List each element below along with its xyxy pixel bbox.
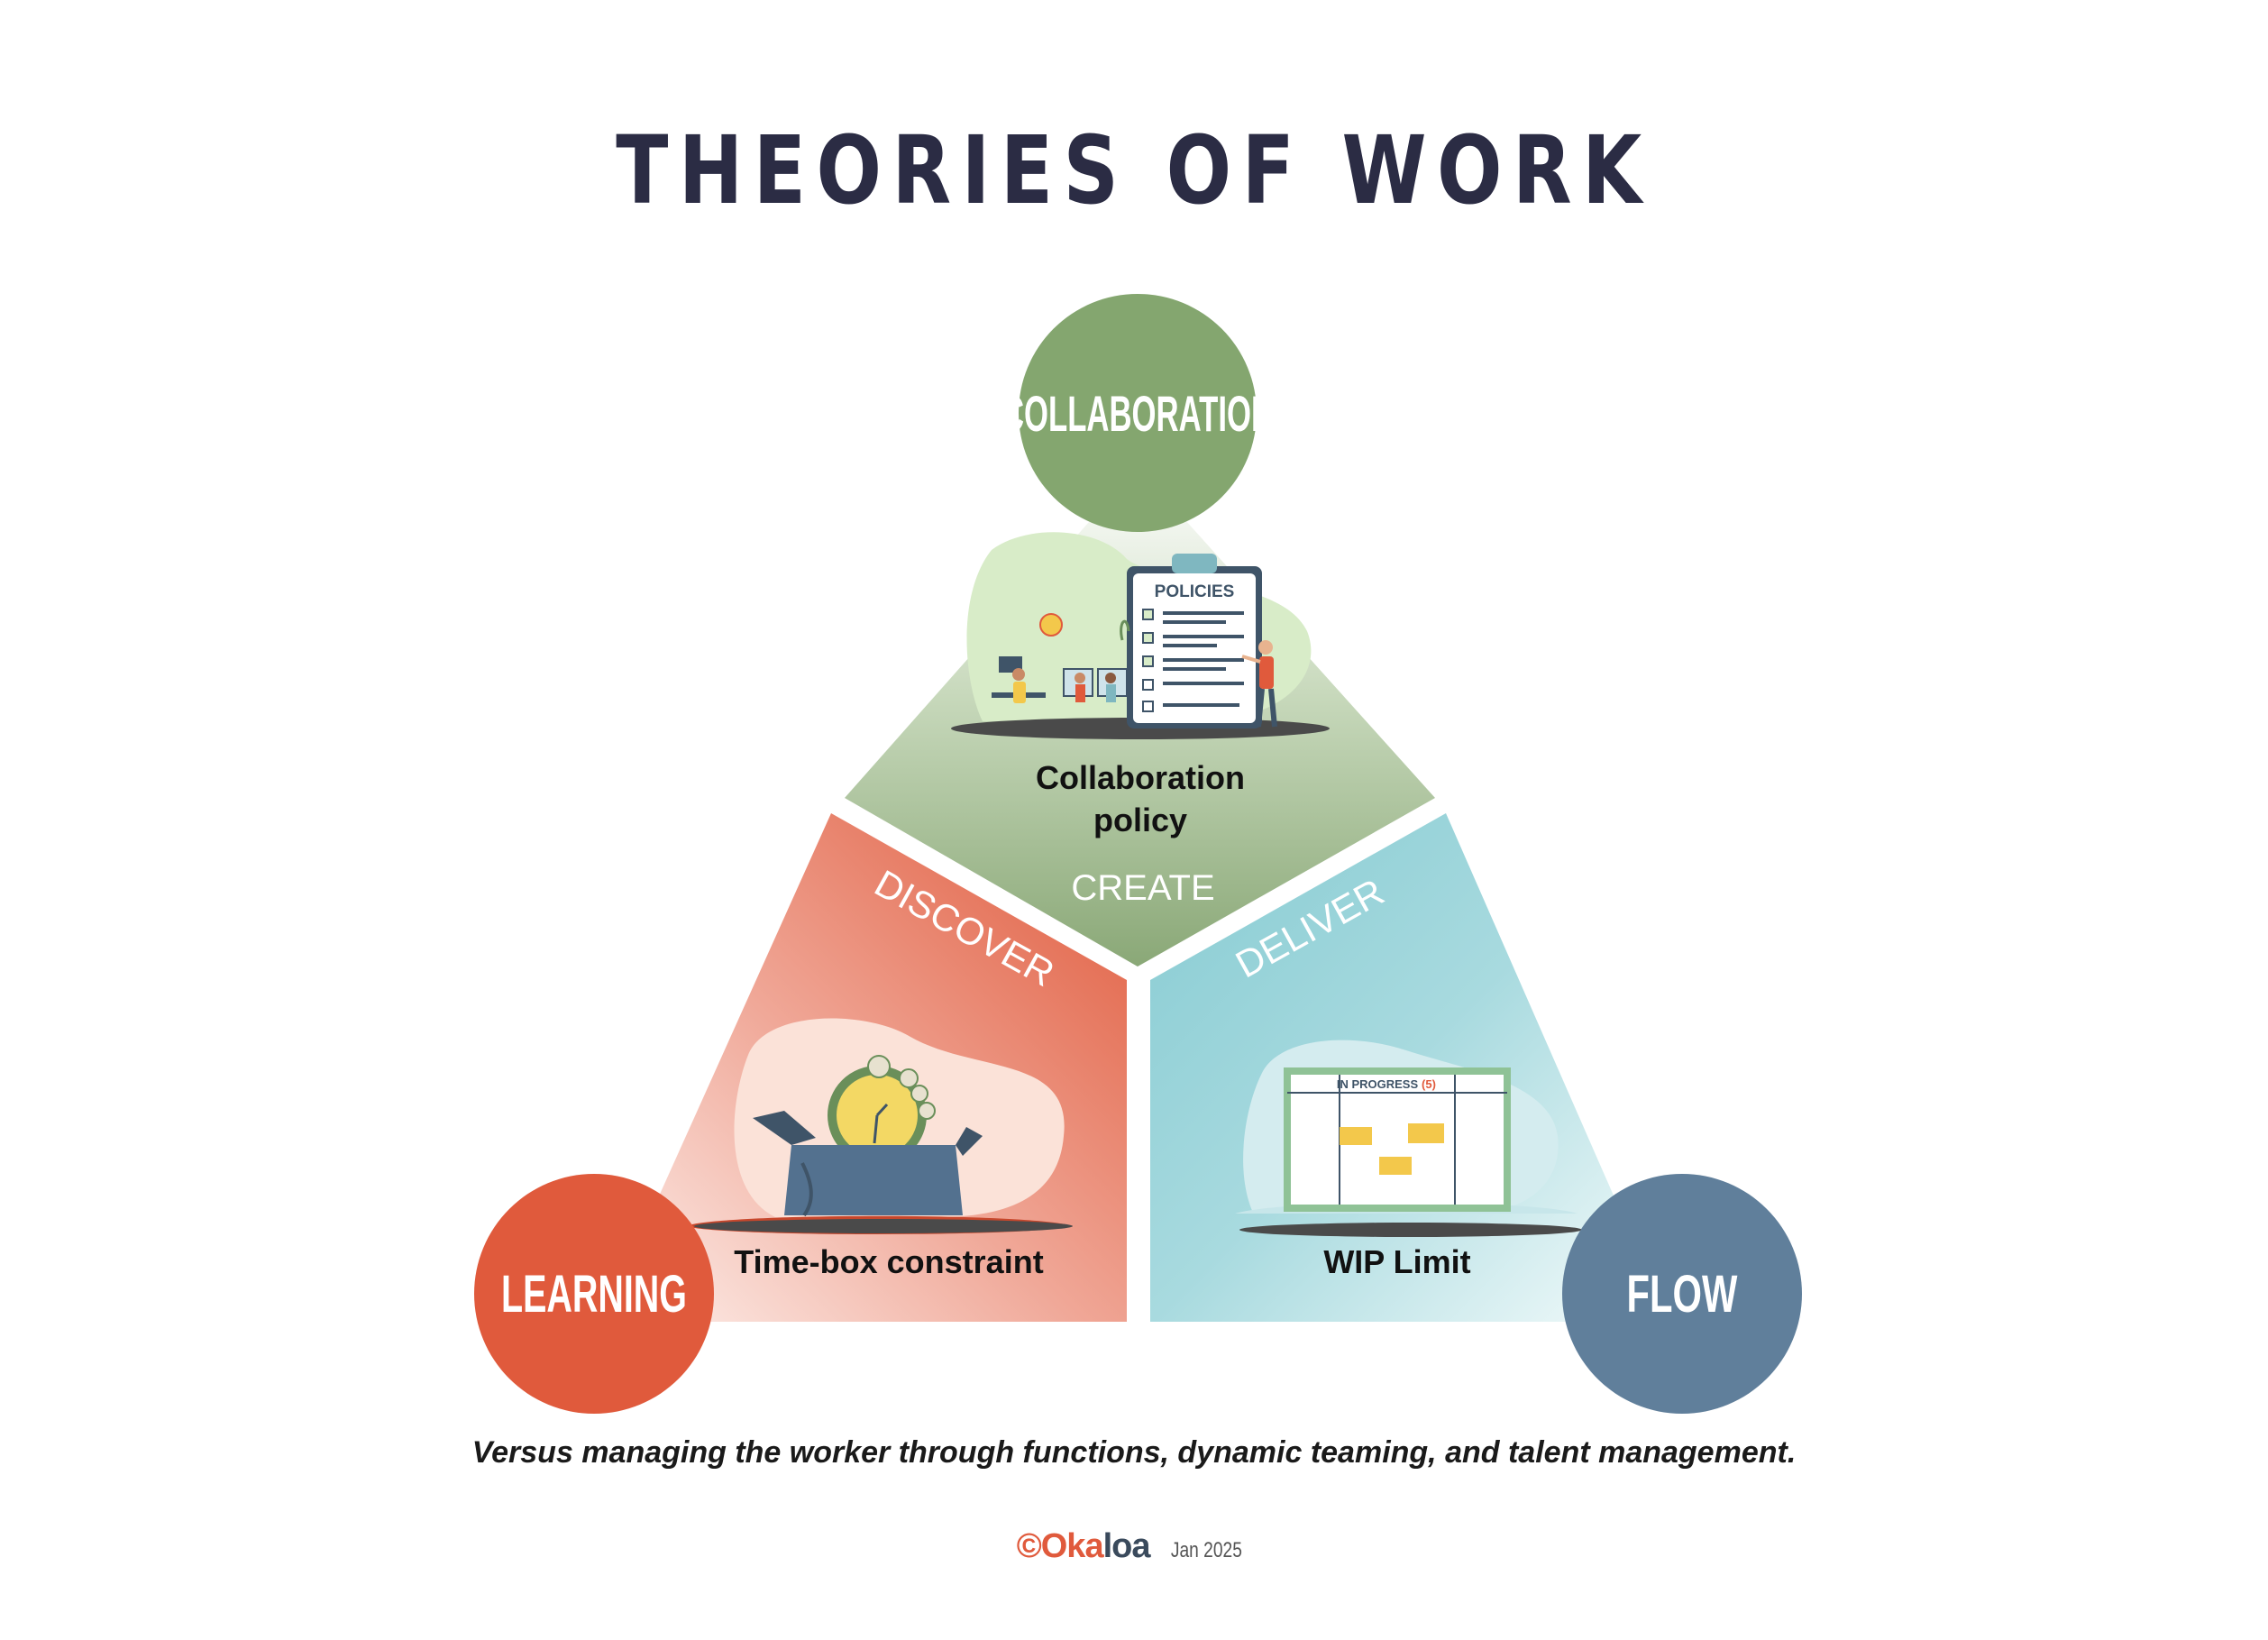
learning-label: LEARNING (501, 1264, 687, 1323)
time-box-illustration (685, 1018, 1073, 1234)
copyright-symbol: © (1016, 1527, 1042, 1565)
brand-logo: ©Okaloa (1016, 1527, 1151, 1565)
time-box-caption: Time-box constraint (734, 1243, 1043, 1280)
wip-limit-caption: WIP Limit (1323, 1243, 1470, 1280)
create-caption-line2: policy (1093, 802, 1187, 838)
brand-first: Oka (1040, 1527, 1104, 1565)
collaboration-label: COLLABORATION (1001, 386, 1274, 443)
page-title: THEORIES OF WORK (616, 115, 1652, 225)
footer-date: Jan 2025 (1171, 1538, 1243, 1562)
create-verb: CREATE (1071, 868, 1214, 908)
policies-heading: POLICIES (1155, 582, 1235, 601)
board-limit: (5) (1422, 1077, 1436, 1091)
flow-label: FLOW (1627, 1264, 1738, 1323)
flow-circle (1562, 1174, 1802, 1414)
collaboration-policy-illustration: POLICIES (951, 532, 1330, 739)
footnote: Versus managing the worker through funct… (471, 1435, 1797, 1470)
board-heading: IN PROGRESS (1337, 1077, 1419, 1091)
learning-circle (474, 1174, 714, 1414)
footer: ©Okaloa Jan 2025 (0, 1527, 2268, 1566)
create-caption-line1: Collaboration (1036, 759, 1245, 796)
collaboration-circle (1019, 294, 1257, 532)
brand-second: loa (1102, 1527, 1151, 1565)
wip-board-illustration: IN PROGRESS (5) (1235, 1040, 1582, 1237)
